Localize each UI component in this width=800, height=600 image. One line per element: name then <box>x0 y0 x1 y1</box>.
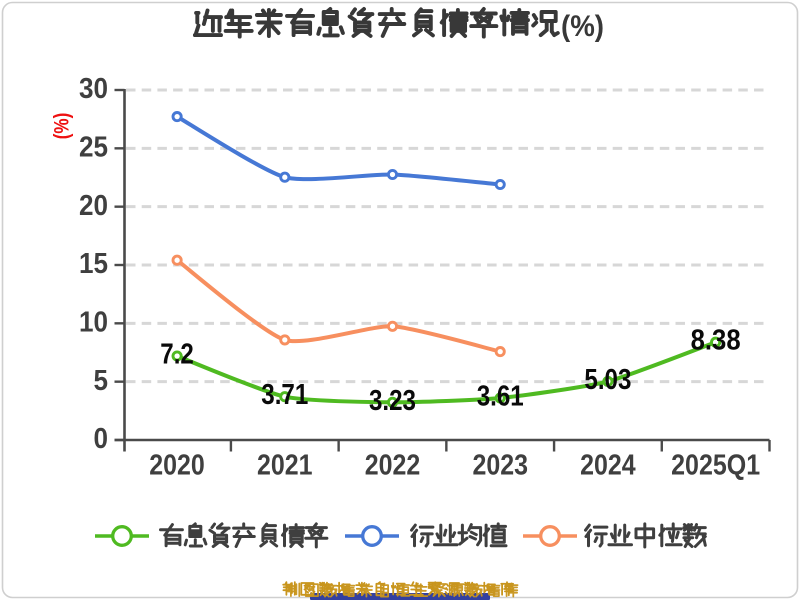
svg-text:5: 5 <box>94 365 109 397</box>
svg-text:25: 25 <box>79 131 108 163</box>
svg-text:2025Q1: 2025Q1 <box>671 450 760 482</box>
svg-text:2021: 2021 <box>257 450 313 482</box>
svg-text:3.71: 3.71 <box>261 379 308 411</box>
svg-text:3.23: 3.23 <box>369 385 416 417</box>
svg-text:8.38: 8.38 <box>691 325 741 357</box>
svg-text:15: 15 <box>79 248 108 280</box>
svg-text:2022: 2022 <box>365 450 421 482</box>
svg-text:10: 10 <box>79 306 108 338</box>
svg-text:3.61: 3.61 <box>477 381 524 413</box>
svg-text:2020: 2020 <box>149 450 205 482</box>
svg-text:2024: 2024 <box>580 450 636 482</box>
svg-text:30: 30 <box>79 73 108 105</box>
svg-text:7.2: 7.2 <box>160 339 194 371</box>
svg-text:(%): (%) <box>561 10 604 43</box>
svg-text:20: 20 <box>79 190 108 222</box>
svg-text:0: 0 <box>94 423 109 455</box>
svg-text:5.03: 5.03 <box>584 364 631 396</box>
svg-text:(%): (%) <box>51 113 74 140</box>
svg-text:2023: 2023 <box>472 450 528 482</box>
